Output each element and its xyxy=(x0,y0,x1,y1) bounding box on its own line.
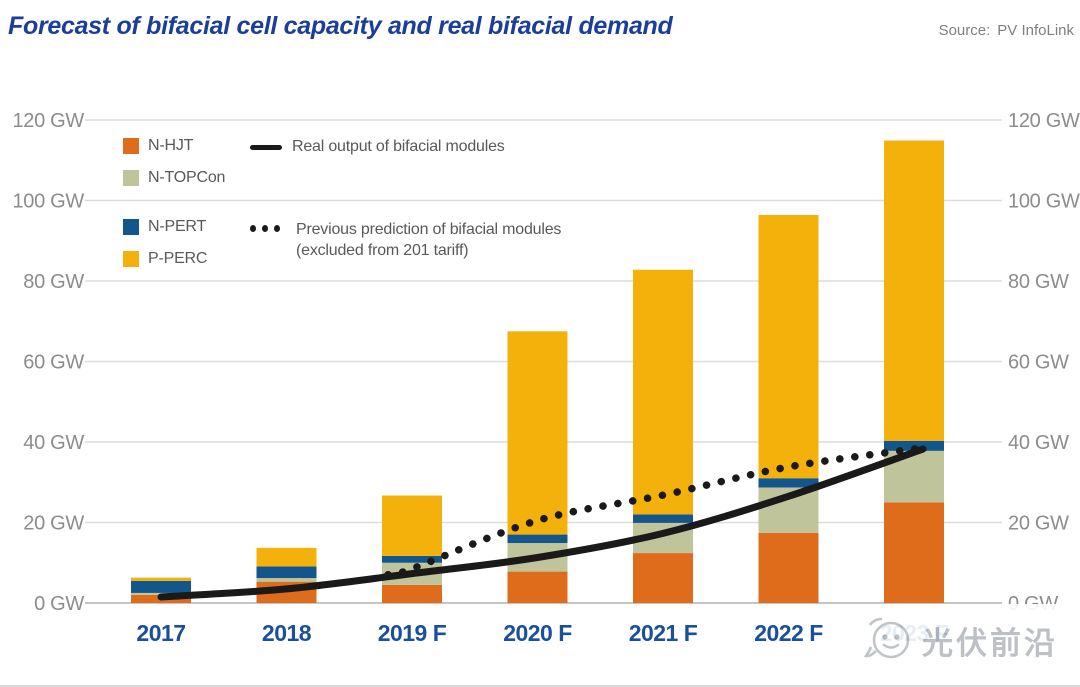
y-axis-label-left: 20 GW xyxy=(23,513,84,535)
x-axis-label: 2020 F xyxy=(503,620,572,646)
page-title: Forecast of bifacial cell capacity and r… xyxy=(8,12,673,40)
y-axis-label-left: 120 GW xyxy=(12,110,84,132)
y-axis-label-right: 20 GW xyxy=(1008,513,1069,535)
p-perc-swatch-icon xyxy=(123,251,139,267)
watermark-logo-icon xyxy=(863,617,910,659)
real-output-line xyxy=(157,445,927,601)
legend-item-real-output: Real output of bifacial modules xyxy=(250,138,505,156)
y-axis-label-left: 0 GW xyxy=(34,593,84,615)
y-axis-label-left: 60 GW xyxy=(23,352,84,374)
legend-label-p-perc: P-PERC xyxy=(148,250,208,267)
bar-segment-n-hjt-2019F xyxy=(382,584,442,603)
n-pert-swatch-icon xyxy=(123,219,139,235)
legend-label-real-output: Real output of bifacial modules xyxy=(292,138,505,155)
legend-item-previous-prediction: Previous prediction of bifacial modules … xyxy=(250,219,561,261)
legend-item-p-perc: P-PERC xyxy=(123,250,207,268)
legend-label-n-pert: N-PERT xyxy=(148,218,207,235)
bar-segment-p-perc-2019F xyxy=(382,495,442,556)
y-axis-label-right: 60 GW xyxy=(1008,352,1069,374)
bar-segment-p-perc-2023F xyxy=(884,140,944,441)
x-axis-label: 2018 xyxy=(262,620,312,646)
source-value: PV InfoLink xyxy=(997,22,1074,39)
legend-item-n-pert: N-PERT xyxy=(123,218,206,236)
x-axis-label: 2021 F xyxy=(629,620,698,646)
bar-segment-n-pert-2017 xyxy=(131,580,191,593)
bar-segment-p-perc-2017 xyxy=(131,577,191,581)
legend-item-n-topcon: N-TOPCon xyxy=(123,169,225,187)
bar-segment-n-pert-2021F xyxy=(633,514,693,523)
solid-line-icon xyxy=(250,144,282,150)
n-hjt-swatch-icon xyxy=(123,138,139,154)
x-axis-label: 2017 xyxy=(136,620,185,646)
bar-segment-n-pert-2022F xyxy=(758,478,819,488)
y-axis-label-left: 80 GW xyxy=(23,271,84,293)
legend-label-n-topcon: N-TOPCon xyxy=(148,169,226,186)
bar-segment-n-hjt-2021F xyxy=(633,553,693,603)
bar-segment-n-hjt-2023F xyxy=(884,502,944,603)
bar-segment-n-hjt-2022F xyxy=(758,532,819,603)
y-axis-label-right: 120 GW xyxy=(1008,110,1080,132)
bar-segment-n-pert-2020F xyxy=(507,534,568,544)
legend-label-n-hjt: N-HJT xyxy=(148,137,194,154)
bar-segment-p-perc-2018 xyxy=(256,547,317,567)
bar-segment-n-hjt-2020F xyxy=(507,571,568,603)
bar-segment-p-perc-2020F xyxy=(507,331,568,535)
x-axis-label: 2022 F xyxy=(754,620,823,646)
dotted-line-icon xyxy=(250,225,286,232)
previous-prediction-line xyxy=(384,444,927,579)
y-axis-label-right: 100 GW xyxy=(1008,191,1080,213)
watermark: 光伏前沿 xyxy=(860,604,1080,676)
watermark-text: 光伏前沿 xyxy=(922,625,1058,661)
source-label: Source: xyxy=(938,22,991,39)
bar-segment-n-pert-2018 xyxy=(256,566,317,579)
legend-label-previous-prediction: Previous prediction of bifacial modules … xyxy=(296,221,562,259)
y-axis-label-left: 40 GW xyxy=(23,432,84,454)
x-axis-label: 2019 F xyxy=(378,620,447,646)
y-axis-label-right: 80 GW xyxy=(1008,271,1069,293)
legend-item-n-hjt: N-HJT xyxy=(123,137,193,155)
bar-segment-n-topcon-2018 xyxy=(256,578,317,582)
bar-segment-n-pert-2019F xyxy=(382,555,442,563)
bar-segment-p-perc-2021F xyxy=(633,269,693,515)
y-axis-label-left: 100 GW xyxy=(12,191,84,213)
bar-segment-p-perc-2022F xyxy=(758,214,819,479)
y-axis-label-right: 40 GW xyxy=(1008,432,1069,454)
n-topcon-swatch-icon xyxy=(123,170,139,186)
source-note: Source: PV InfoLink xyxy=(939,22,1074,39)
